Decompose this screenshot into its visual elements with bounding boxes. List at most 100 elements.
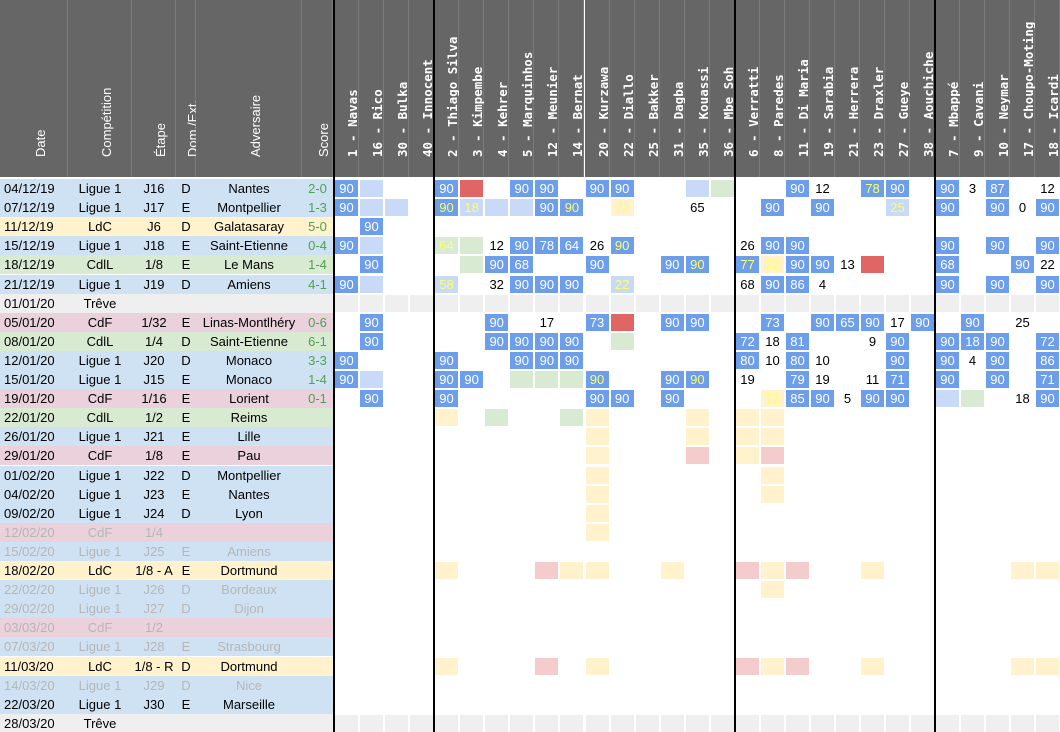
- row-opp-cell[interactable]: Reims: [196, 408, 302, 428]
- minutes-cell[interactable]: [610, 714, 634, 732]
- row-venue-cell[interactable]: [176, 293, 196, 313]
- minutes-cell[interactable]: 90: [1036, 275, 1059, 293]
- player-header[interactable]: 6 - Verratti: [735, 0, 761, 177]
- minutes-cell[interactable]: [786, 657, 809, 675]
- minutes-cell[interactable]: [510, 371, 534, 389]
- minutes-cell[interactable]: 65: [685, 199, 709, 217]
- row-venue-cell[interactable]: D: [176, 656, 196, 676]
- row-comp-cell[interactable]: Ligue 1: [68, 541, 132, 561]
- row-score-cell[interactable]: [302, 713, 333, 732]
- player-header[interactable]: 17 - Choupo-Moting: [1010, 0, 1036, 177]
- row-date-cell[interactable]: 07/12/19: [0, 198, 68, 218]
- player-header[interactable]: 2 - Thiago Silva: [434, 0, 460, 177]
- row-venue-cell[interactable]: D: [176, 217, 196, 237]
- row-stage-cell[interactable]: 1/8: [132, 255, 176, 275]
- row-venue-cell[interactable]: E: [176, 637, 196, 657]
- column-header[interactable]: Dom./Ext.: [176, 0, 200, 177]
- minutes-cell[interactable]: [585, 409, 609, 427]
- row-comp-cell[interactable]: Ligue 1: [68, 370, 132, 389]
- player-header[interactable]: 25 - Bakker: [634, 0, 661, 177]
- row-date-cell[interactable]: 12/02/20: [0, 522, 68, 542]
- minutes-cell[interactable]: [485, 199, 509, 217]
- row-opp-cell[interactable]: Saint-Etienne: [196, 331, 302, 351]
- minutes-cell[interactable]: 71: [886, 371, 909, 389]
- minutes-cell[interactable]: [485, 294, 509, 312]
- player-header[interactable]: 3 - Kimpembe: [459, 0, 485, 177]
- minutes-cell[interactable]: 90: [485, 313, 509, 331]
- row-venue-cell[interactable]: E: [176, 694, 196, 714]
- minutes-cell[interactable]: [736, 447, 759, 465]
- row-score-cell[interactable]: 5-0: [302, 217, 333, 237]
- minutes-cell[interactable]: [886, 294, 909, 312]
- row-comp-cell[interactable]: Ligue 1: [68, 580, 132, 600]
- minutes-cell[interactable]: 4: [811, 275, 834, 293]
- minutes-cell[interactable]: [585, 466, 609, 484]
- row-score-cell[interactable]: [302, 522, 333, 542]
- minutes-cell[interactable]: 68: [936, 256, 959, 274]
- minutes-cell[interactable]: 90: [535, 180, 559, 198]
- row-opp-cell[interactable]: Pau: [196, 446, 302, 466]
- minutes-cell[interactable]: [485, 714, 509, 732]
- minutes-cell[interactable]: 90: [685, 256, 709, 274]
- minutes-cell[interactable]: [861, 562, 884, 580]
- minutes-cell[interactable]: [685, 294, 709, 312]
- row-comp-cell[interactable]: CdF: [68, 618, 132, 638]
- row-stage-cell[interactable]: J30: [132, 694, 176, 714]
- player-header[interactable]: 16 - Rico: [359, 0, 385, 177]
- row-venue-cell[interactable]: E: [176, 427, 196, 447]
- row-opp-cell[interactable]: Nice: [196, 675, 302, 695]
- row-opp-cell[interactable]: Bordeaux: [196, 580, 302, 600]
- minutes-cell[interactable]: [535, 562, 559, 580]
- row-score-cell[interactable]: [302, 465, 333, 485]
- row-comp-cell[interactable]: Ligue 1: [68, 274, 132, 294]
- minutes-cell[interactable]: [936, 714, 959, 732]
- row-opp-cell[interactable]: [196, 293, 302, 313]
- minutes-cell[interactable]: 19: [811, 371, 834, 389]
- minutes-cell[interactable]: [585, 562, 609, 580]
- row-stage-cell[interactable]: J21: [132, 427, 176, 447]
- minutes-cell[interactable]: 90: [886, 332, 909, 350]
- minutes-cell[interactable]: 25: [1011, 313, 1034, 331]
- row-comp-cell[interactable]: Ligue 1: [68, 637, 132, 657]
- row-date-cell[interactable]: 01/01/20: [0, 293, 68, 313]
- row-stage-cell[interactable]: J16: [132, 179, 176, 198]
- row-opp-cell[interactable]: Lorient: [196, 389, 302, 409]
- minutes-cell[interactable]: 90: [986, 351, 1009, 369]
- row-opp-cell[interactable]: Lille: [196, 427, 302, 447]
- minutes-cell[interactable]: 90: [986, 275, 1009, 293]
- player-header[interactable]: 11 - Di Maria: [785, 0, 811, 177]
- row-date-cell[interactable]: 26/01/20: [0, 427, 68, 447]
- row-date-cell[interactable]: 03/03/20: [0, 618, 68, 638]
- row-date-cell[interactable]: 08/01/20: [0, 331, 68, 351]
- row-stage-cell[interactable]: J26: [132, 580, 176, 600]
- minutes-cell[interactable]: 22: [1036, 256, 1059, 274]
- row-opp-cell[interactable]: Saint-Etienne: [196, 236, 302, 256]
- row-venue-cell[interactable]: D: [176, 350, 196, 370]
- minutes-cell[interactable]: [585, 523, 609, 541]
- row-comp-cell[interactable]: Trêve: [68, 293, 132, 313]
- row-opp-cell[interactable]: Monaco: [196, 350, 302, 370]
- row-stage-cell[interactable]: J23: [132, 484, 176, 504]
- player-header[interactable]: 30 - Bulka: [384, 0, 410, 177]
- row-venue-cell[interactable]: D: [176, 580, 196, 600]
- minutes-cell[interactable]: 90: [335, 275, 358, 293]
- player-header[interactable]: 10 - Neymar: [985, 0, 1011, 177]
- minutes-cell[interactable]: 90: [335, 237, 358, 255]
- column-header[interactable]: Compétition: [68, 0, 132, 177]
- row-venue-cell[interactable]: E: [176, 484, 196, 504]
- minutes-cell[interactable]: 90: [761, 275, 784, 293]
- minutes-cell[interactable]: [685, 714, 709, 732]
- row-date-cell[interactable]: 14/03/20: [0, 675, 68, 695]
- minutes-cell[interactable]: [460, 256, 484, 274]
- row-date-cell[interactable]: 29/02/20: [0, 599, 68, 619]
- minutes-cell[interactable]: 10: [761, 351, 784, 369]
- minutes-cell[interactable]: 90: [510, 237, 534, 255]
- row-venue-cell[interactable]: E: [176, 255, 196, 275]
- row-date-cell[interactable]: 15/01/20: [0, 370, 68, 389]
- minutes-cell[interactable]: [685, 180, 709, 198]
- minutes-cell[interactable]: [585, 428, 609, 446]
- row-venue-cell[interactable]: D: [176, 675, 196, 695]
- row-venue-cell[interactable]: E: [176, 198, 196, 218]
- minutes-cell[interactable]: [1011, 294, 1034, 312]
